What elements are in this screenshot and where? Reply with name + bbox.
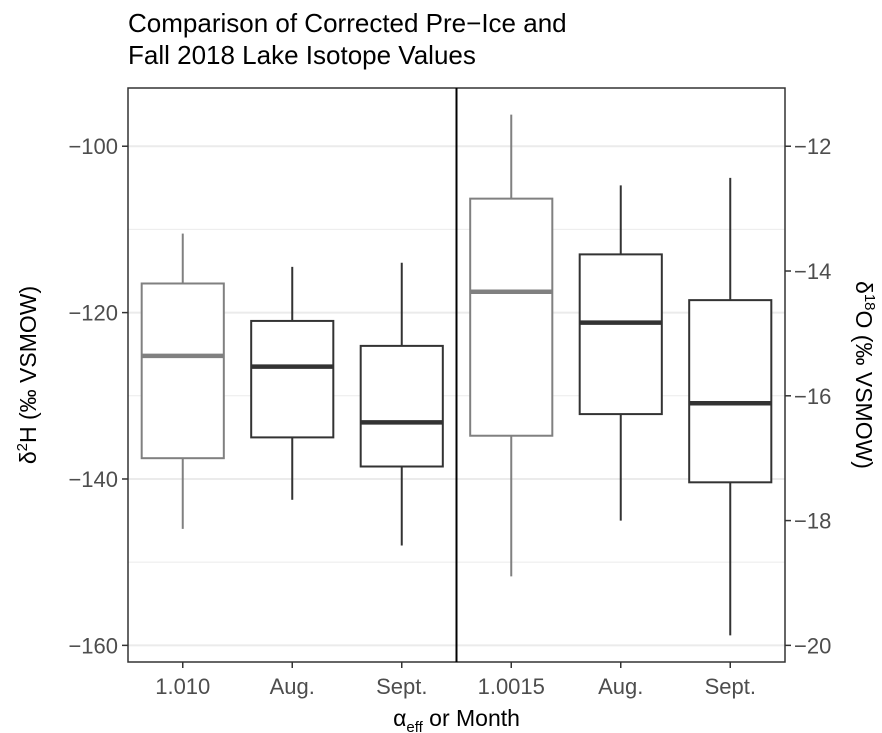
- chart-title-line-2: Fall 2018 Lake Isotope Values: [128, 40, 476, 70]
- y-right-label-rest: O (‰ VSMOW): [851, 311, 877, 469]
- y-right-tick-label: −14: [794, 259, 831, 284]
- box-iqr: [359, 344, 444, 468]
- y-right-label-superscript: 18: [861, 294, 878, 311]
- y-left-label-superscript: 2: [14, 443, 31, 451]
- x-axis-label-rest: or Month: [423, 705, 520, 731]
- x-tick-label: Aug.: [598, 674, 643, 699]
- y-left-label-rest: H (‰ VSMOW): [15, 286, 41, 443]
- x-axis-label-main: α: [393, 705, 406, 731]
- x-tick-label: Sept.: [705, 674, 756, 699]
- box-layer: [140, 114, 773, 636]
- box-iqr: [140, 282, 225, 460]
- x-tick-label: Aug.: [270, 674, 315, 699]
- x-tick-label: 1.0015: [478, 674, 545, 699]
- x-tick-label: 1.010: [155, 674, 210, 699]
- y-right-tick-label: −12: [794, 134, 831, 159]
- axis-layer: −100 −120 −140 −160 −12 −14 −16 −18 −20 1.010 Aug.…: [68, 134, 831, 699]
- y-right-label-base: δ: [851, 281, 877, 294]
- x-axis-label-subscript: eff: [406, 719, 423, 733]
- box-iqr: [688, 299, 773, 484]
- y-left-tick-label: −140: [68, 467, 118, 492]
- y-axis-right-label: δ18O (‰ VSMOW): [851, 281, 878, 469]
- box-iqr: [250, 319, 335, 439]
- x-axis-label: αeff or Month: [393, 705, 520, 733]
- y-right-tick-label: −20: [794, 633, 831, 658]
- y-left-tick-label: −160: [68, 633, 118, 658]
- box-iqr: [469, 197, 554, 437]
- y-axis-left-label: δ2H (‰ VSMOW): [14, 286, 41, 464]
- y-left-label-base: δ: [15, 451, 41, 464]
- y-right-tick-label: −18: [794, 509, 831, 534]
- y-left-tick-label: −100: [68, 134, 118, 159]
- y-right-tick-label: −16: [794, 384, 831, 409]
- x-tick-label: Sept.: [376, 674, 427, 699]
- y-left-tick-label: −120: [68, 301, 118, 326]
- chart-title-line-1: Comparison of Corrected Pre−Ice and: [128, 8, 567, 38]
- box-iqr: [578, 253, 663, 416]
